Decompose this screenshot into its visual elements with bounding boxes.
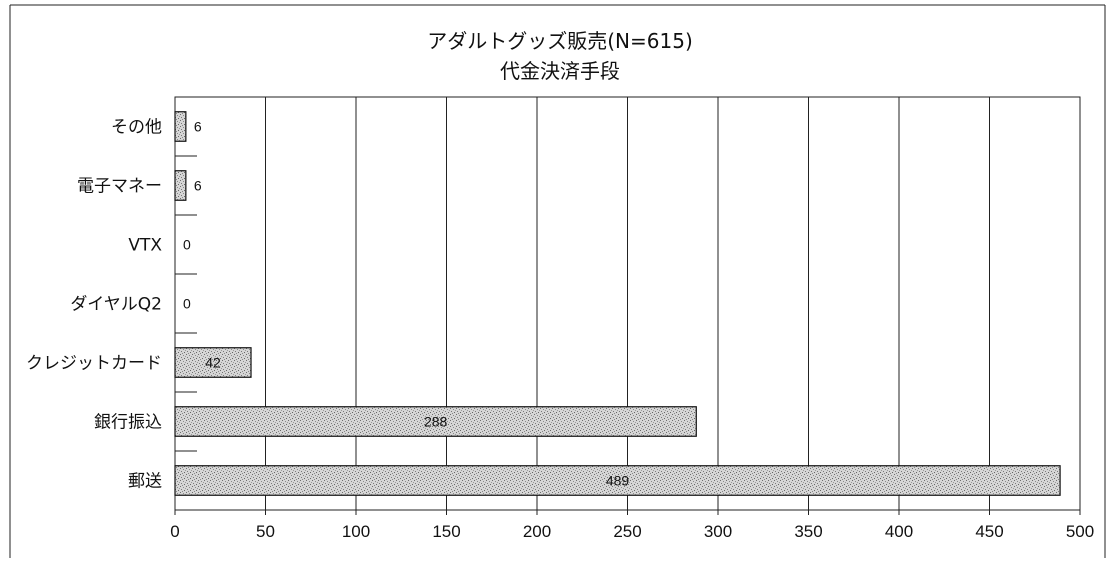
data-label: 0 [183, 296, 191, 312]
category-label: 銀行振込 [94, 413, 162, 433]
bar [174, 170, 187, 201]
data-label: 6 [194, 119, 202, 135]
x-axis: 0 50 100 150 200 250 300 350 400 450 500 [170, 510, 1094, 541]
data-label: 288 [424, 414, 448, 430]
x-tick-label: 450 [975, 522, 1003, 541]
x-tick-label: 100 [342, 522, 370, 541]
data-label: 489 [606, 473, 630, 489]
category-label: ダイヤルQ2 [70, 295, 162, 315]
category-label: その他 [111, 118, 162, 138]
chart-title: アダルトグッズ販売(N=615) [427, 29, 693, 53]
x-tick-label: 300 [704, 522, 732, 541]
bar-layer [174, 111, 1061, 496]
x-tick-label: 350 [794, 522, 822, 541]
grid-layer [174, 96, 1081, 511]
bar [174, 111, 187, 142]
bar [174, 465, 1061, 496]
data-label: 0 [183, 237, 191, 253]
category-label: 電子マネー [77, 177, 162, 197]
category-label: VTX [128, 236, 162, 256]
category-label: 郵送 [128, 472, 162, 492]
x-tick-label: 150 [432, 522, 460, 541]
x-tick-label: 500 [1066, 522, 1094, 541]
x-tick-label: 200 [523, 522, 551, 541]
data-label: 6 [194, 178, 202, 194]
x-tick-label: 250 [613, 522, 641, 541]
bar [174, 347, 252, 378]
chart-subtitle: 代金決済手段 [500, 59, 620, 83]
x-tick-label: 400 [885, 522, 913, 541]
category-label-layer: その他 6 電子マネー 6 VTX 0 ダイヤルQ2 0 クレジットカード 42 銀行振込 288 郵送… [26, 118, 629, 492]
bar [174, 406, 697, 437]
x-tick-label: 50 [256, 522, 275, 541]
category-label: クレジットカード [26, 354, 162, 374]
data-label: 42 [205, 355, 221, 371]
x-tick-label: 0 [170, 522, 179, 541]
